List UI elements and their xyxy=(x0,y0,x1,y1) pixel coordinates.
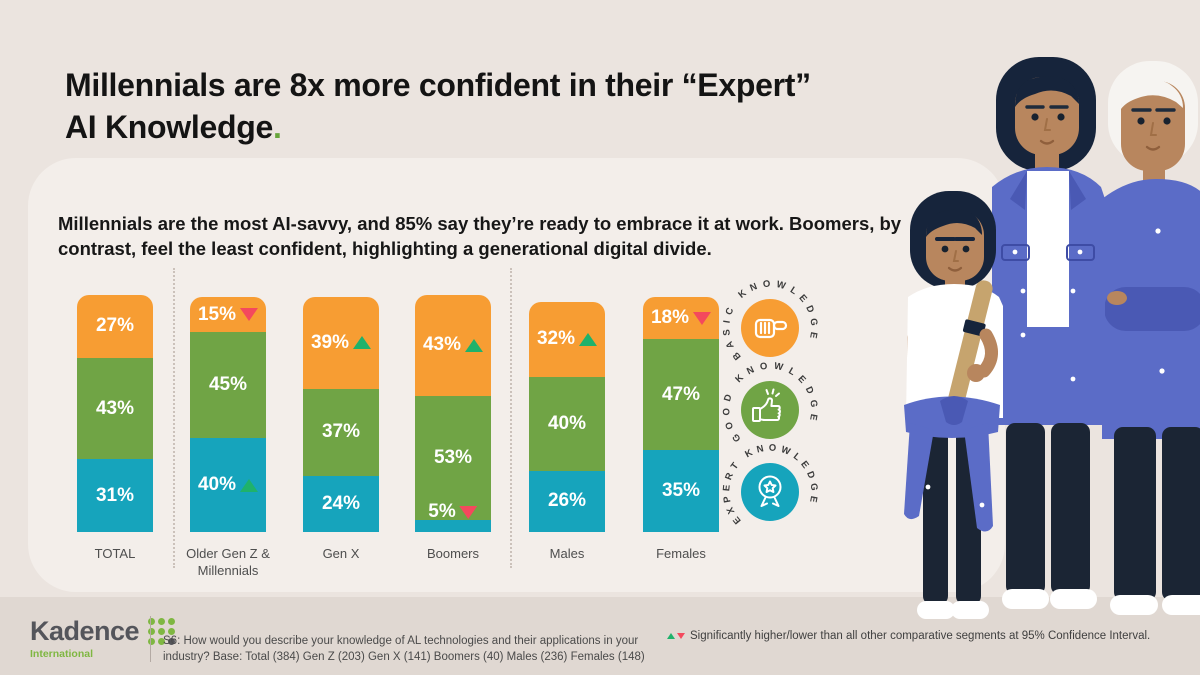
dotted-divider-generations xyxy=(510,268,512,568)
gen-z-figure xyxy=(904,191,1003,619)
legend-item-expert-knowledge: EXPERT KNOWLEDGE xyxy=(721,443,818,526)
family-illustration xyxy=(904,57,1200,619)
legend-item-basic-knowledge: BASIC KNOWLEDGE xyxy=(721,279,818,362)
title-accent-period: . xyxy=(272,109,282,146)
page-title: Millennials are 8x more confident in the… xyxy=(65,65,1025,148)
thumbs-up-icon xyxy=(752,388,781,422)
legend-circle xyxy=(741,463,799,521)
kadence-dots-icon xyxy=(148,618,176,645)
down-triangle-icon xyxy=(677,633,685,639)
significance-note-text: Significantly higher/lower than all othe… xyxy=(690,630,1151,642)
kadence-logo-subtitle: International xyxy=(30,648,94,660)
kadence-logo: Kadence International xyxy=(30,616,176,660)
title-line2: AI Knowledge xyxy=(65,109,273,146)
dotted-divider-total xyxy=(173,268,175,568)
significance-note: Significantly higher/lower than all othe… xyxy=(667,630,1150,642)
chart-subtitle: Millennials are the most AI-savvy, and 8… xyxy=(58,212,902,259)
millennial-figure xyxy=(992,57,1105,609)
pointing-hand-icon xyxy=(754,318,788,339)
grandparent-figure xyxy=(1102,61,1200,615)
survey-note: S6: How would you describe your knowledg… xyxy=(163,634,645,664)
up-triangle-icon xyxy=(667,633,675,639)
kadence-logo-word: Kadence xyxy=(30,616,140,646)
ground-strip xyxy=(0,597,1200,675)
significance-triangles-icon xyxy=(667,633,685,639)
legend-item-good-knowledge: GOOD KNOWLEDGE xyxy=(721,361,818,444)
footer-divider xyxy=(150,616,151,662)
title-line1: Millennials are 8x more confident in the… xyxy=(65,67,811,104)
legend-circle xyxy=(741,381,799,439)
medal-icon xyxy=(758,475,782,507)
